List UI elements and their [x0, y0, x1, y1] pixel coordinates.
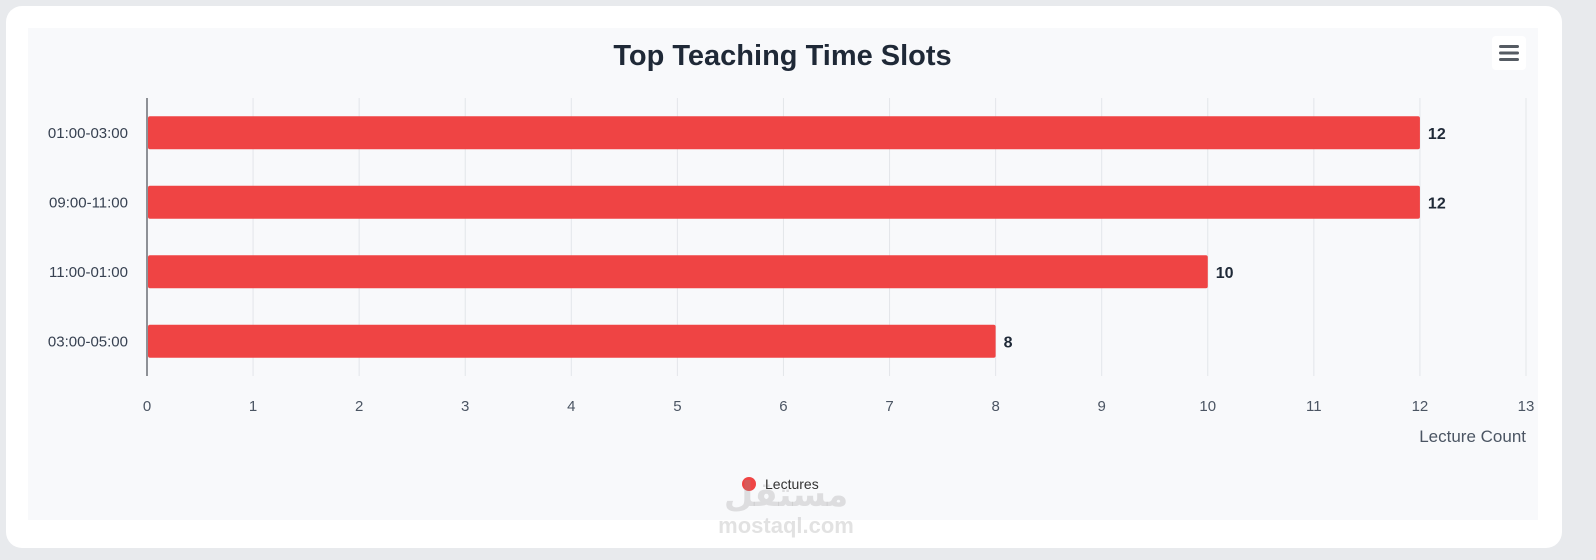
x-tick-label: 6	[779, 398, 787, 415]
data-label: 10	[1216, 265, 1234, 282]
y-tick-label: 01:00-03:00	[48, 125, 128, 142]
data-label: 12	[1428, 195, 1446, 212]
x-tick-label: 2	[355, 398, 363, 415]
x-tick-label: 7	[885, 398, 893, 415]
x-tick-label: 0	[143, 398, 151, 415]
x-tick-label: 5	[673, 398, 681, 415]
x-tick-label: 4	[567, 398, 575, 415]
legend-label: Lectures	[765, 476, 819, 492]
x-tick-label: 1	[249, 398, 257, 415]
x-tick-label: 3	[461, 398, 469, 415]
x-tick-label: 8	[991, 398, 999, 415]
data-label: 8	[1004, 334, 1013, 351]
chart-title: Top Teaching Time Slots	[613, 40, 952, 72]
data-label: 12	[1428, 126, 1446, 143]
legend-item-lectures[interactable]: Lectures	[742, 474, 819, 494]
legend-swatch	[742, 477, 756, 491]
y-tick-label: 09:00-11:00	[49, 194, 128, 211]
bar	[148, 255, 1208, 289]
y-tick-label: 11:00-01:00	[49, 264, 128, 281]
y-tick-label: 03:00-05:00	[48, 333, 128, 350]
x-tick-label: 9	[1098, 398, 1106, 415]
x-tick-label: 13	[1518, 398, 1535, 415]
x-tick-label: 11	[1306, 398, 1322, 415]
x-tick-label: 10	[1199, 398, 1216, 415]
chart-menu-button[interactable]	[1492, 36, 1526, 70]
x-axis-title: Lecture Count	[1419, 427, 1526, 446]
hamburger-menu-icon	[1499, 45, 1519, 61]
x-tick-label: 12	[1412, 398, 1429, 415]
bar	[148, 324, 996, 358]
bar	[148, 185, 1420, 219]
bar	[148, 116, 1420, 150]
